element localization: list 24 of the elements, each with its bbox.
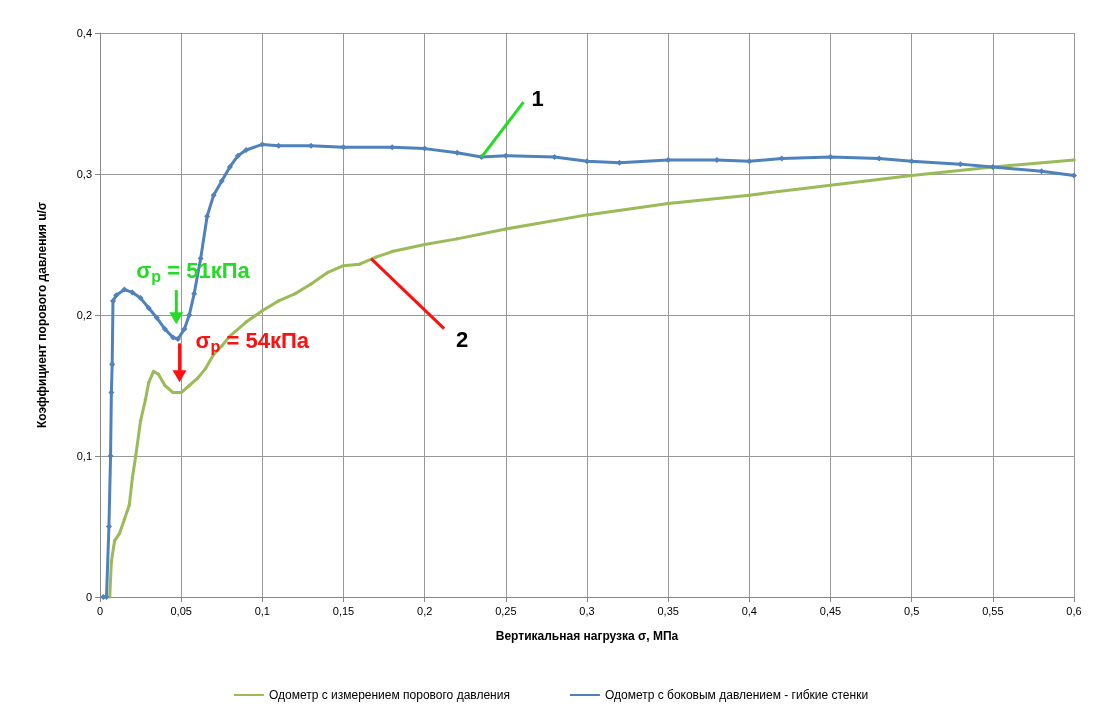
x-tick-label: 0,5 [904, 604, 920, 617]
x-tick-label: 0,25 [495, 604, 517, 617]
annotation: 1 [531, 85, 544, 111]
x-tick-label: 0,45 [819, 604, 842, 617]
x-tick-label: 0 [96, 604, 104, 617]
x-tick-label: 0,6 [1066, 604, 1082, 617]
y-tick-label: 0,4 [76, 27, 92, 39]
x-tick-label: 0,55 [982, 604, 1004, 617]
legend-label: Одометр с измерением порового давления [268, 688, 510, 702]
x-tick-label: 0,15 [332, 604, 355, 617]
x-tick-label: 0,3 [579, 604, 595, 617]
annotation: 2 [456, 327, 469, 353]
x-tick-label: 0,1 [254, 604, 270, 617]
y-tick-label: 0,3 [76, 168, 92, 180]
y-tick-label: 0,2 [76, 309, 92, 321]
legend-label: Одометр с боковым давлением - гибкие стенки [604, 688, 869, 702]
x-axis-title: Вертикальная нагрузка σ, МПа [495, 629, 679, 643]
y-axis-title: Коэффициент порового давления u/σ [35, 201, 49, 429]
y-tick-label: 0,1 [76, 450, 92, 462]
x-tick-label: 0,4 [741, 604, 757, 617]
x-tick-label: 0,05 [170, 604, 192, 617]
y-tick-label: 0 [85, 591, 92, 603]
x-tick-label: 0,35 [657, 604, 679, 617]
x-tick-label: 0,2 [417, 604, 433, 617]
